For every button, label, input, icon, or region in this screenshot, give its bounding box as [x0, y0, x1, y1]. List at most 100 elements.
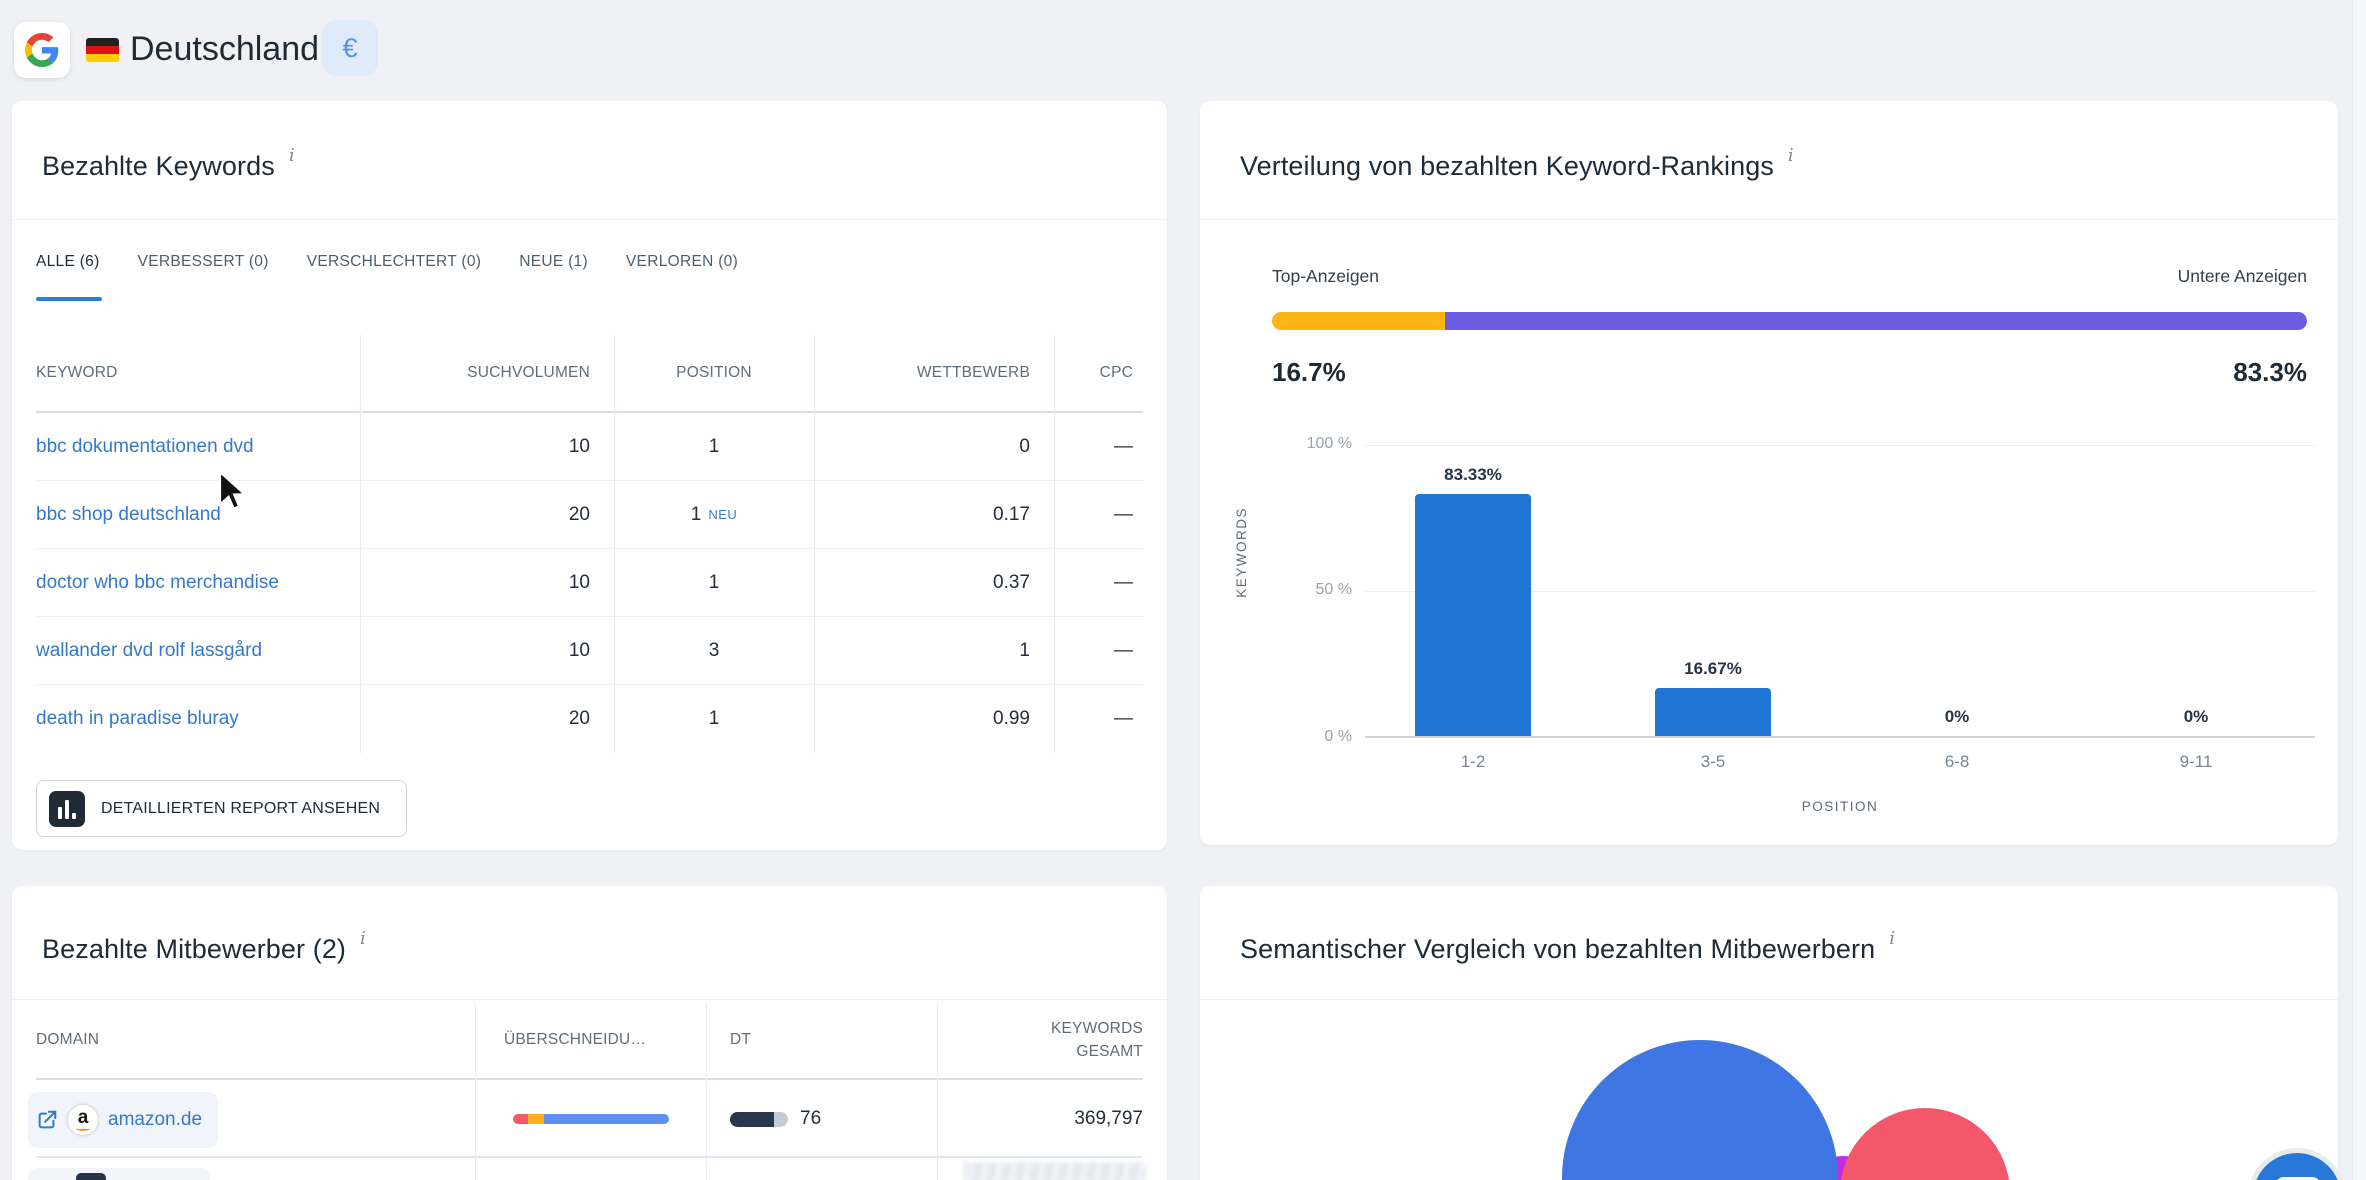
bar[interactable] — [1415, 493, 1531, 736]
column-separator — [937, 1002, 938, 1180]
bar-group-6-8: 0% — [1899, 443, 2015, 736]
divider — [12, 999, 1167, 1000]
bottom-ads-label: Untere Anzeigen — [2177, 266, 2307, 286]
blurred-value — [964, 1162, 1146, 1180]
competitor-row[interactable]: a amazon.de 76 369,797 — [28, 1082, 1143, 1158]
competition-cell: 0.17 — [993, 503, 1030, 525]
paid-keywords-card: Bezahlte Keywords i ALLE (6) VERBESSERT (… — [12, 101, 1167, 850]
position-bar-chart: 83.33% 16.67% 0% 0% — [1365, 445, 2315, 738]
bar-chart-icon — [49, 790, 85, 827]
bar-value-label: 16.67% — [1684, 658, 1742, 678]
position-value: 1 — [708, 708, 720, 729]
paid-competitors-card: Bezahlte Mitbewerber (2) i DOMAIN ÜBERSCH… — [12, 886, 1167, 1180]
bar[interactable] — [1655, 687, 1771, 736]
bottom-ads-segment — [1444, 312, 2307, 330]
overlap-bar — [513, 1114, 669, 1124]
bar-value-label: 0% — [2183, 707, 2209, 726]
overlap-segment-orange — [528, 1114, 544, 1124]
col-cpc: CPC — [1099, 364, 1133, 381]
gridline — [1365, 591, 2315, 592]
mouse-cursor — [218, 470, 244, 510]
keyword-link[interactable]: bbc shop deutschland — [36, 503, 221, 525]
position-cell: 1 — [614, 549, 814, 616]
table-row[interactable]: doctor who bbc merchandise 10 1 0.37 — — [36, 549, 1143, 617]
divider — [1200, 999, 2338, 1000]
competition-cell: 0 — [1019, 435, 1030, 457]
info-icon[interactable]: i — [360, 928, 366, 949]
tab-verloren[interactable]: VERLOREN (0) — [625, 253, 739, 270]
competition-cell: 1 — [1019, 639, 1030, 661]
google-g-icon — [25, 33, 59, 67]
keywords-total-cell: 369,797 — [1074, 1108, 1143, 1129]
divider — [12, 219, 1167, 220]
report-button-label: DETAILLIERTEN REPORT ANSEHEN — [101, 799, 381, 817]
tab-alle[interactable]: ALLE (6) — [36, 253, 100, 270]
column-separator — [360, 335, 361, 753]
cpc-cell: — — [1114, 571, 1133, 593]
competition-cell: 0.37 — [993, 571, 1030, 593]
col-suchvolumen: SUCHVOLUMEN — [467, 364, 590, 381]
bar-value-label: 0% — [1944, 707, 1970, 726]
info-icon[interactable]: i — [288, 145, 295, 166]
col-dt: DT — [730, 1031, 752, 1048]
keyword-link[interactable]: death in paradise bluray — [36, 708, 239, 729]
gridline — [1365, 445, 2315, 446]
venn-circle-red[interactable] — [1840, 1108, 2010, 1180]
tab-neue[interactable]: NEUE (1) — [519, 253, 588, 270]
external-link-icon[interactable] — [36, 1109, 58, 1131]
column-separator — [475, 1002, 476, 1180]
active-tab-indicator — [36, 297, 102, 301]
table-row[interactable]: bbc dokumentationen dvd 10 1 0 — — [36, 413, 1143, 481]
detailed-report-button[interactable]: DETAILLIERTEN REPORT ANSEHEN — [36, 780, 408, 837]
cpc-cell: — — [1114, 639, 1133, 661]
competitor-favicon — [76, 1173, 106, 1180]
ytick-0: 0 % — [1324, 728, 1352, 745]
tab-verbessert[interactable]: VERBESSERT (0) — [137, 253, 269, 270]
semantic-title-text: Semantischer Vergleich von bezahlten Mit… — [1240, 934, 1876, 964]
paid-keywords-title-text: Bezahlte Keywords — [42, 151, 275, 181]
keywords-table-header: KEYWORD SUCHVOLUMEN POSITION WETTBEWERB … — [36, 335, 1143, 413]
competitors-table-header: DOMAIN ÜBERSCHNEIDU… DT KEYWORDS GESAMT — [36, 1002, 1143, 1080]
position-value: 3 — [708, 639, 720, 661]
table-row[interactable]: death in paradise bluray 20 1 0.99 — — [36, 685, 1143, 753]
position-cell: 3 — [614, 617, 814, 684]
position-cell: 1 — [614, 413, 814, 480]
keyword-link[interactable]: doctor who bbc merchandise — [36, 571, 279, 593]
rankings-distribution-card: Verteilung von bezahlten Keyword-Ranking… — [1200, 101, 2338, 845]
position-value: 1 — [708, 435, 720, 457]
table-row[interactable]: wallander dvd rolf lassgård 10 3 1 — — [36, 617, 1143, 685]
tab-verschlechtert[interactable]: VERSCHLECHTERT (0) — [306, 253, 482, 270]
competitors-title-text: Bezahlte Mitbewerber (2) — [42, 934, 347, 964]
keyword-link[interactable]: bbc dokumentationen dvd — [36, 435, 254, 457]
domain-link[interactable]: amazon.de — [108, 1109, 203, 1130]
semantic-comparison-card: Semantischer Vergleich von bezahlten Mit… — [1200, 886, 2338, 1180]
keyword-link[interactable]: wallander dvd rolf lassgård — [36, 639, 263, 661]
x-axis-title: POSITION — [1801, 799, 1879, 814]
cpc-cell: — — [1114, 435, 1133, 457]
info-icon[interactable]: i — [1889, 928, 1896, 949]
scrollbar-track[interactable] — [2352, 0, 2366, 1180]
column-separator — [614, 335, 615, 753]
info-icon[interactable]: i — [1787, 145, 1794, 166]
overlap-segment-blue — [544, 1114, 669, 1124]
column-separator — [706, 1002, 707, 1180]
venn-circle-blue[interactable] — [1562, 1040, 1838, 1180]
divider — [1200, 219, 2338, 220]
ads-split-bar — [1272, 312, 2307, 330]
table-row[interactable]: bbc shop deutschland 20 1 NEU 0.17 — — [36, 481, 1143, 549]
cpc-cell: — — [1114, 708, 1133, 729]
chat-bubble-icon — [2275, 1177, 2321, 1180]
currency-badge: € — [322, 20, 378, 76]
amazon-favicon: a — [68, 1105, 98, 1135]
paid-keywords-title: Bezahlte Keywords i — [42, 145, 295, 182]
neu-badge: NEU — [708, 507, 738, 522]
keywords-table-body: bbc dokumentationen dvd 10 1 0 — bbc sho… — [36, 413, 1143, 753]
y-axis-title: KEYWORDS — [1234, 507, 1249, 598]
bar-group-3-5: 16.67% — [1655, 443, 1771, 736]
cpc-cell: — — [1114, 503, 1133, 525]
domain-cell-highlight — [28, 1168, 210, 1180]
col-keyword: KEYWORD — [36, 364, 118, 381]
position-cell: 1 NEU — [614, 481, 814, 548]
keywords-tabs: ALLE (6) VERBESSERT (0) VERSCHLECHTERT (… — [36, 253, 738, 271]
